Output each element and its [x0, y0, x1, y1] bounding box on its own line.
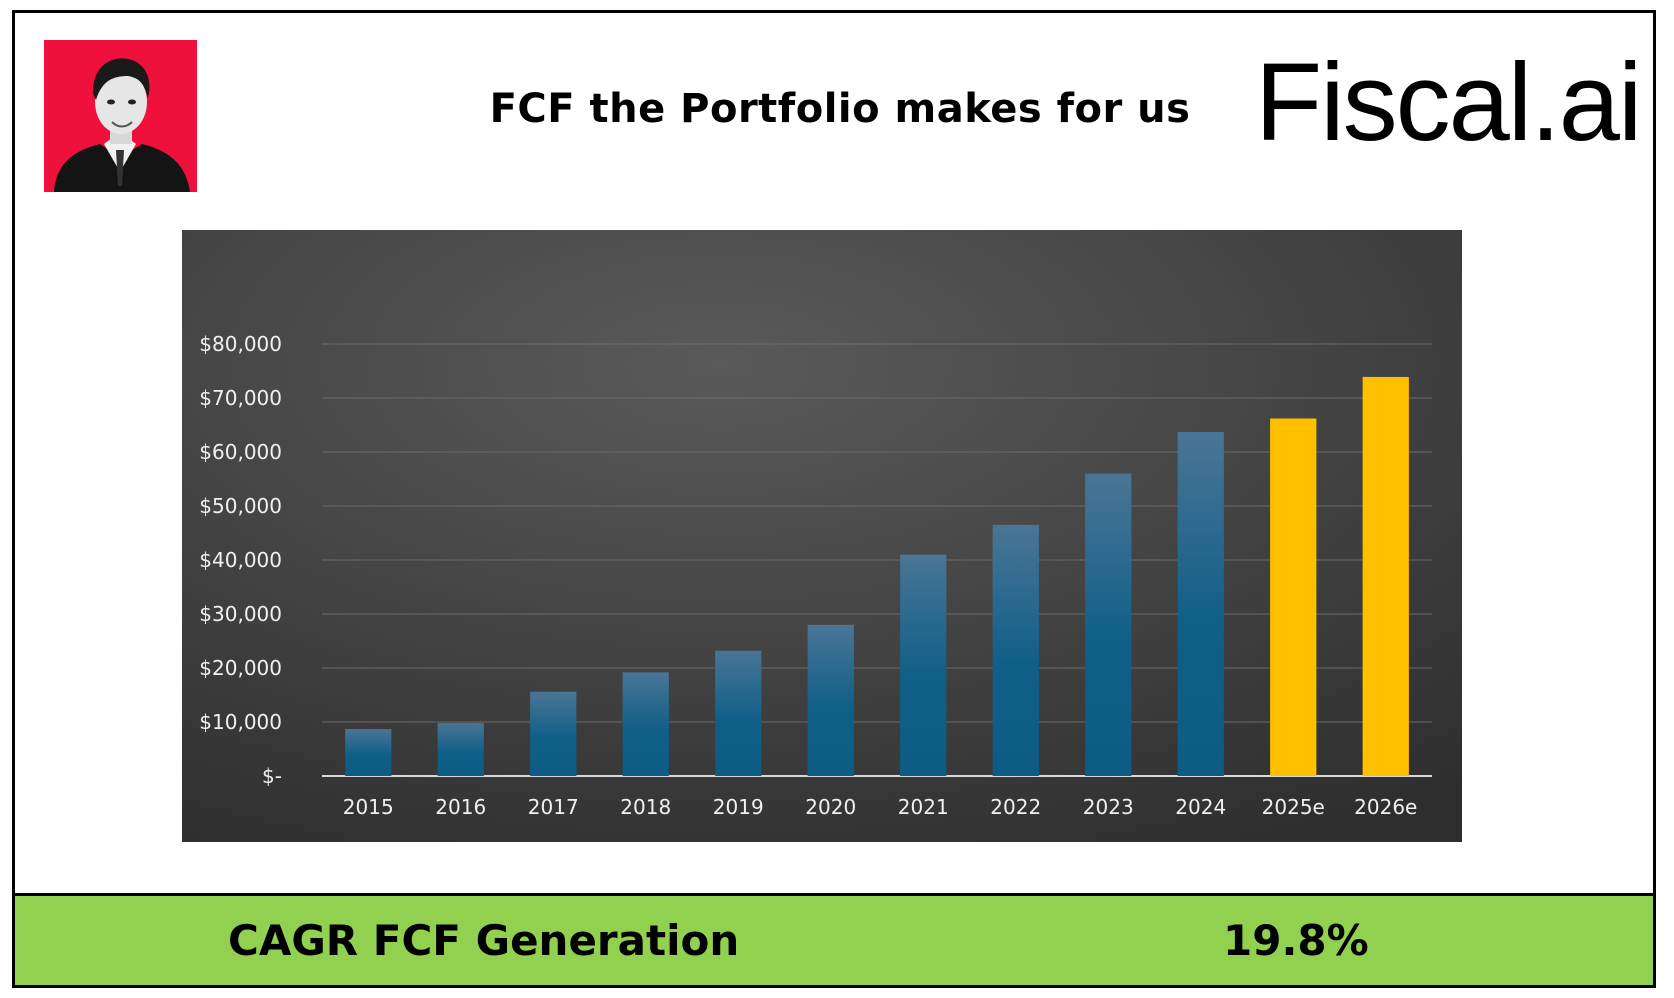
x-tick-label: 2021 — [898, 795, 949, 819]
bar-2024 — [1177, 432, 1224, 776]
x-tick-label: 2019 — [713, 795, 764, 819]
bar-2016 — [437, 723, 484, 776]
x-tick-label: 2017 — [528, 795, 579, 819]
y-tick-label: $10,000 — [199, 710, 282, 734]
x-tick-label: 2024 — [1175, 795, 1226, 819]
person-portrait-icon — [54, 58, 190, 192]
bar-2021 — [900, 554, 947, 776]
x-tick-label: 2020 — [805, 795, 856, 819]
page-title: FCF the Portfolio makes for us — [489, 86, 1191, 132]
bar-2025e — [1270, 418, 1317, 776]
bar-2022 — [992, 524, 1039, 776]
bar-2020 — [807, 624, 854, 776]
y-tick-label: $70,000 — [199, 386, 282, 410]
cagr-banner: CAGR FCF Generation 19.8% — [12, 893, 1656, 988]
fcf-bar-chart: $- $10,000 $20,000 $30,000 $40,000 $50,000 $60… — [182, 230, 1462, 842]
x-tick-label: 2016 — [435, 795, 486, 819]
bar-2023 — [1085, 473, 1132, 776]
y-tick-label: $40,000 — [199, 548, 282, 572]
x-tick-label: 2026e — [1354, 795, 1417, 819]
y-tick-label: $60,000 — [199, 440, 282, 464]
x-tick-label: 2023 — [1083, 795, 1134, 819]
y-tick-label: $50,000 — [199, 494, 282, 518]
bar-2017 — [530, 691, 577, 776]
x-tick-label: 2022 — [990, 795, 1041, 819]
y-tick-label: $80,000 — [199, 332, 282, 356]
x-tick-label: 2018 — [620, 795, 671, 819]
x-tick-label: 2015 — [343, 795, 394, 819]
bar-2018 — [622, 672, 669, 776]
y-tick-label: $30,000 — [199, 602, 282, 626]
bar-2026e — [1362, 376, 1409, 776]
y-tick-label: $20,000 — [199, 656, 282, 680]
bar-2019 — [715, 650, 762, 776]
avatar — [44, 40, 197, 192]
x-tick-label: 2025e — [1262, 795, 1325, 819]
brand-logo: Fiscal.ai — [1255, 41, 1642, 164]
y-tick-label: $- — [262, 764, 282, 788]
cagr-label: CAGR FCF Generation — [228, 916, 740, 965]
bar-2015 — [345, 729, 392, 776]
cagr-value: 19.8% — [1223, 916, 1369, 965]
